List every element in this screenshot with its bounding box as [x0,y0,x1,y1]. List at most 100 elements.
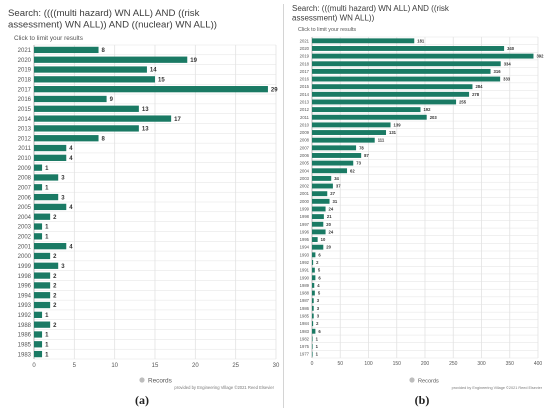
data-label: 334 [504,61,512,66]
x-tick-label: 250 [449,361,458,367]
category-label: 1993 [300,252,310,257]
bar [34,331,43,338]
category-label: 2012 [300,107,310,112]
category-label: 2009 [300,130,310,135]
category-label: 2008 [18,176,32,182]
footer-credit: provided by Engineering Village ©2021 Re… [174,385,274,390]
category-label: 2018 [300,61,310,66]
data-label: 1 [45,342,49,348]
data-label: 192 [423,107,431,112]
x-tick-label: 100 [364,361,373,367]
category-label: 2007 [18,185,32,191]
bar [312,114,427,120]
bar [312,313,314,319]
bar [312,61,501,67]
data-label: 62 [350,168,355,173]
data-label: 2 [53,274,57,280]
data-label: 131 [389,130,397,135]
data-label: 3 [61,176,65,182]
category-label: 2013 [18,127,32,133]
category-label: 2016 [300,77,310,82]
category-label: 2000 [18,254,32,260]
category-label: 2008 [300,138,310,143]
data-label: 20 [326,222,331,227]
category-label: 2004 [18,215,32,221]
data-label: 4 [69,205,73,211]
bar [34,105,139,112]
category-label: 2012 [18,136,32,142]
category-label: 1982 [300,336,310,341]
bar [312,91,470,97]
category-label: 2002 [18,235,32,241]
bar [312,191,328,197]
x-tick-label: 300 [477,361,486,367]
bar [34,125,139,132]
data-label: 19 [190,58,197,64]
bar [312,344,313,349]
bar [34,174,59,181]
bar [34,56,188,63]
data-label: 29 [271,87,278,93]
legend-marker [139,377,145,383]
bar [312,260,314,265]
category-label: 2020 [300,46,310,51]
bar [312,237,318,242]
data-label: 8 [102,136,106,142]
data-label: 111 [378,138,385,143]
bar [312,221,324,227]
data-label: 21 [327,214,332,219]
category-label: 2006 [18,195,32,201]
category-label: 1990 [300,275,310,280]
bar [312,244,324,250]
bar [312,214,324,220]
category-label: 2014 [18,117,32,123]
data-label: 2 [53,323,57,329]
category-label: 2004 [300,168,310,173]
data-label: 14 [150,68,157,74]
category-label: 2005 [18,205,32,211]
data-label: 10 [321,237,326,242]
category-label: 2001 [300,191,310,196]
category-label: 1985 [18,342,32,348]
data-label: 5 [318,268,321,273]
legend-marker [409,377,415,383]
category-label: 2013 [300,99,310,104]
data-label: 139 [394,122,402,127]
data-label: 340 [507,46,515,51]
bar [34,86,268,93]
category-label: 2010 [18,156,32,162]
bar [34,341,43,348]
data-label: 2 [53,303,57,309]
category-label: 2003 [300,176,310,181]
category-label: 1992 [300,260,310,265]
category-label: 2017 [300,69,310,74]
x-tick-label: 350 [506,361,515,367]
data-label: 20 [326,245,331,250]
bar [312,137,375,143]
category-label: 1991 [300,268,310,273]
x-tick-label: 10 [111,363,118,369]
bar [312,206,326,212]
bar [312,252,316,258]
category-label: 1977 [300,352,310,357]
category-label: 2003 [18,225,32,231]
category-label: 2021 [300,38,310,43]
data-label: 2 [53,254,57,260]
category-label: 1998 [300,214,310,219]
chart-title: Search: ((((multi hazard) WN ALL) AND ((… [8,8,217,31]
bar [312,107,421,113]
bar [312,53,534,59]
bar [34,292,51,299]
category-label: 1998 [18,274,32,280]
data-label: 13 [142,127,149,133]
bar [312,130,387,135]
x-tick-label: 25 [232,363,239,369]
category-label: 2009 [18,166,32,172]
bar [34,213,51,220]
category-label: 2016 [18,97,32,103]
category-label: 2019 [18,68,32,74]
bar [312,76,501,82]
data-label: 13 [142,107,149,113]
data-label: 4 [69,244,73,250]
